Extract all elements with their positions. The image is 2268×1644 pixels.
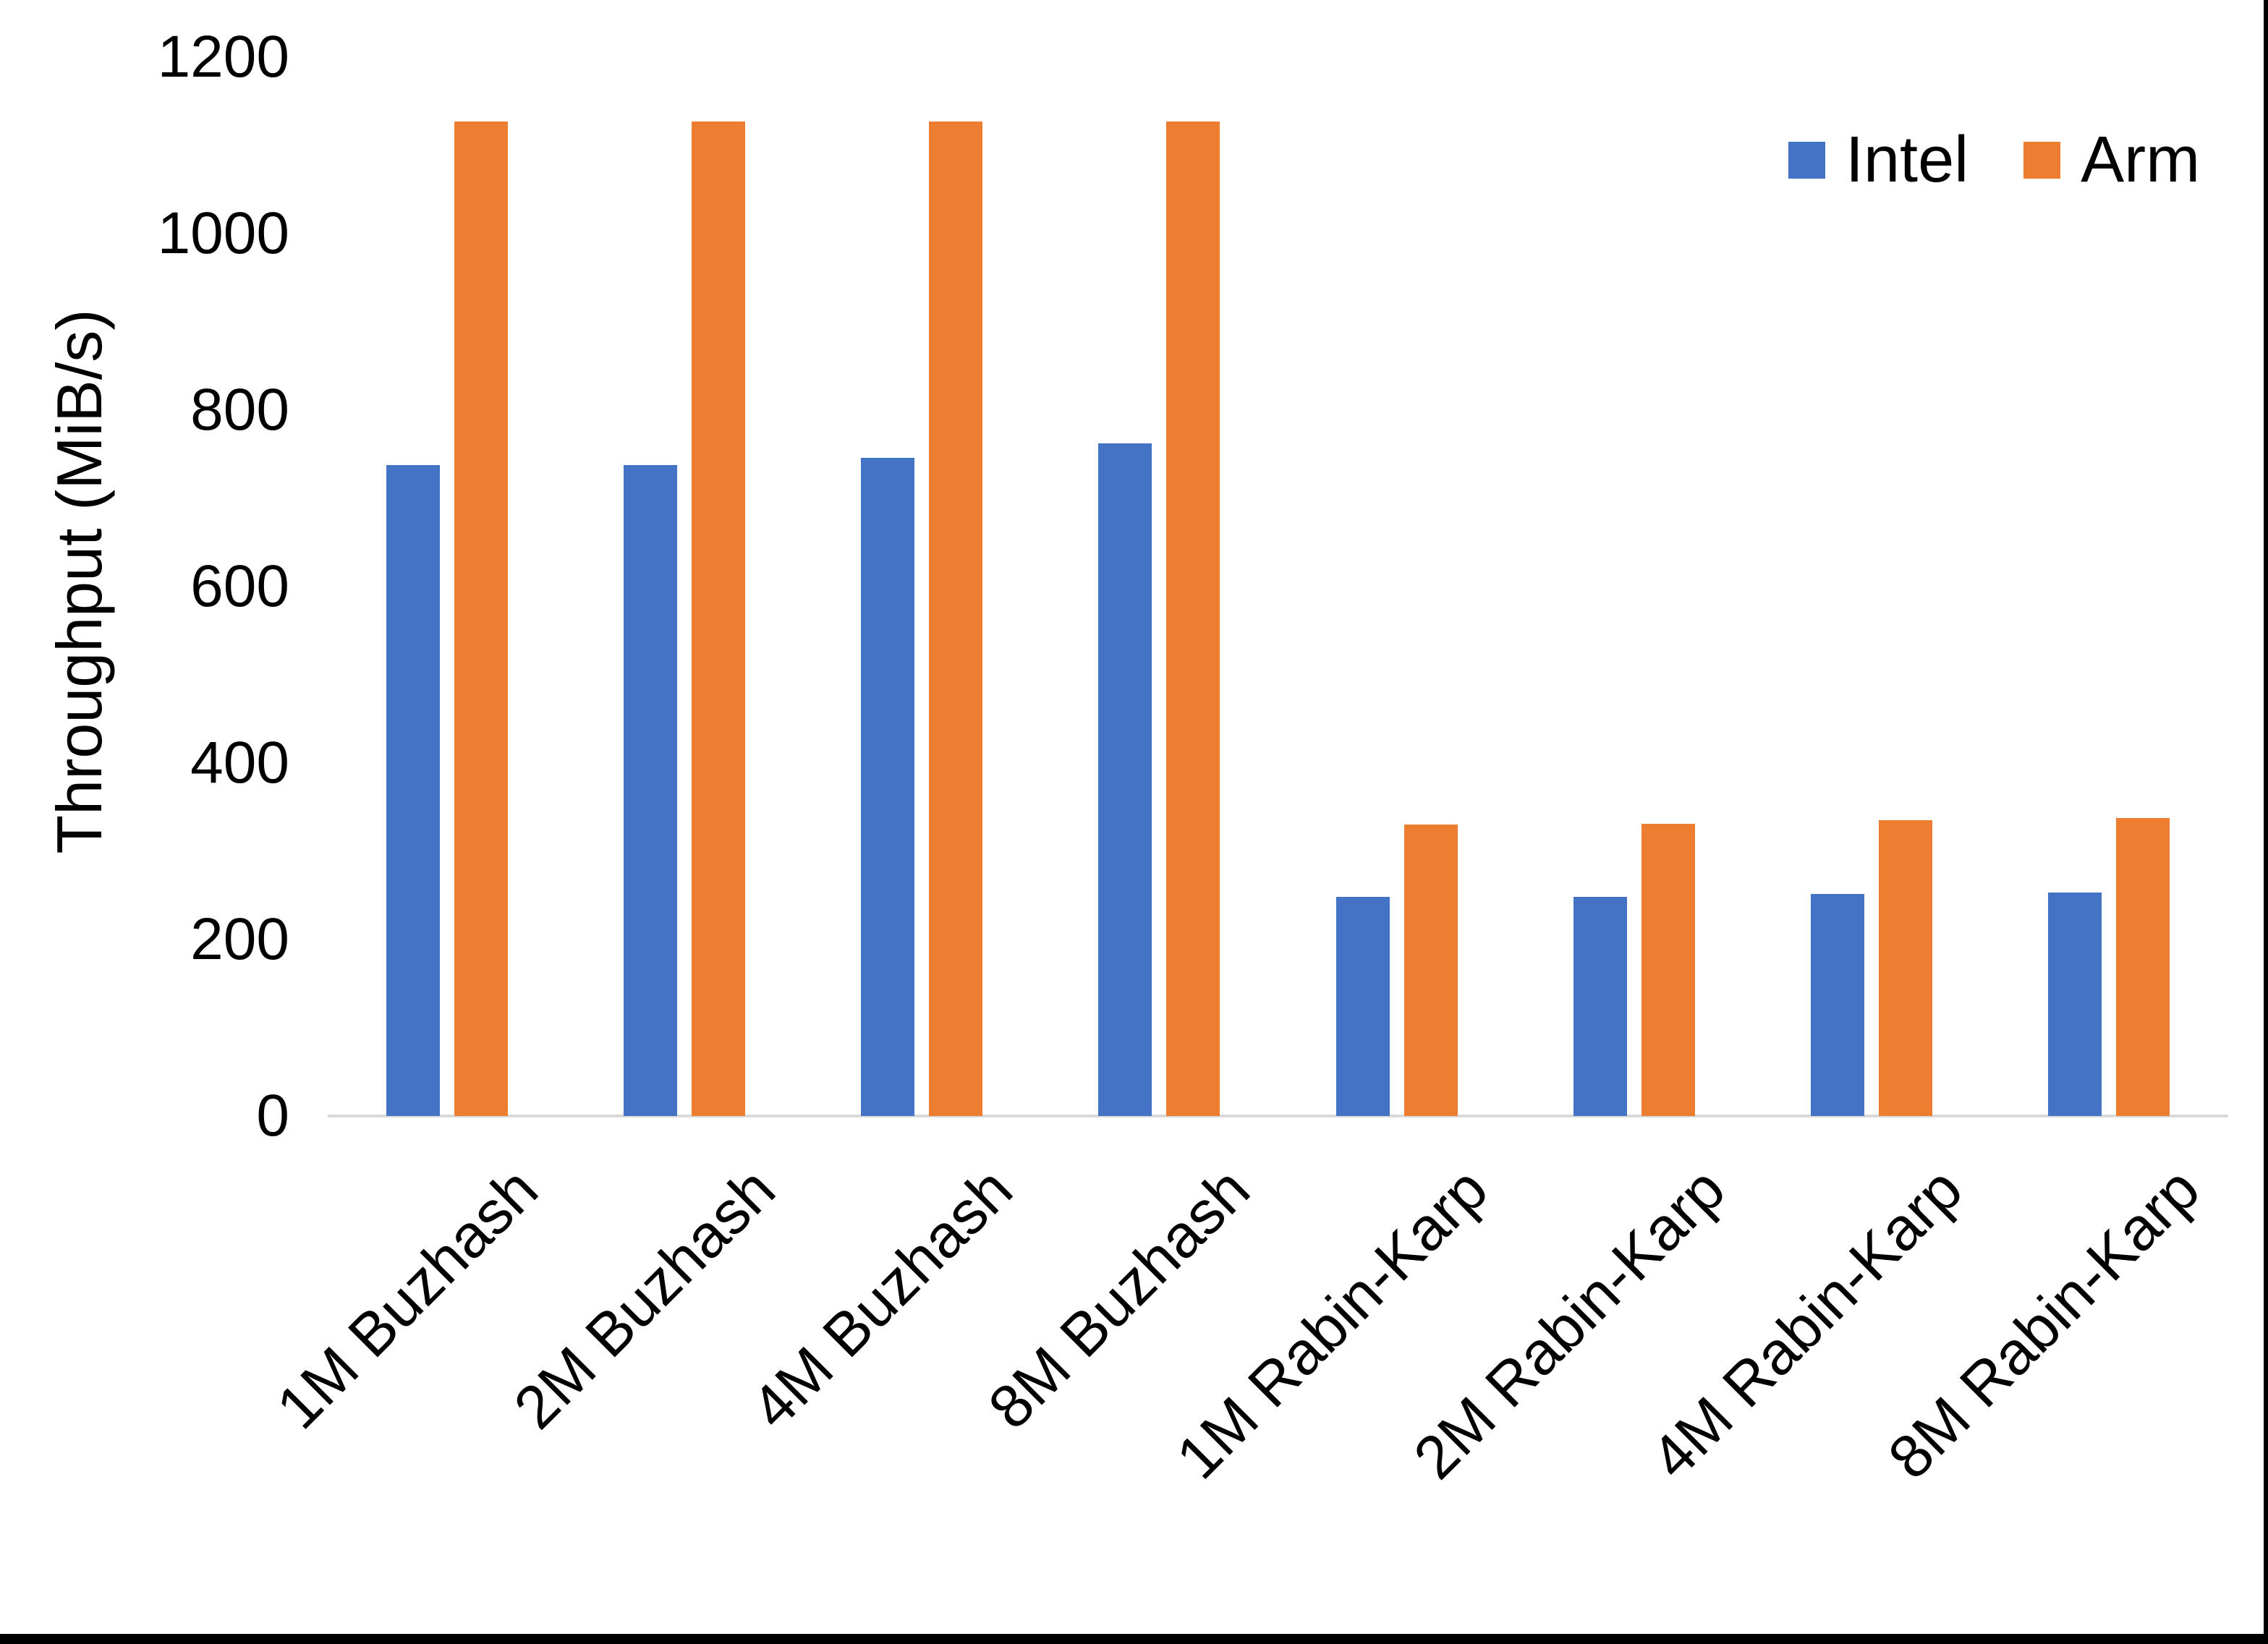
bar-arm-8m-buzhash — [1166, 122, 1220, 1116]
bar-arm-8m-rabin-karp — [2116, 817, 2170, 1116]
y-axis-tick-400: 400 — [190, 730, 289, 796]
legend: Intel Arm — [1788, 127, 2200, 192]
bar-arm-1m-rabin-karp — [1403, 825, 1458, 1116]
screenshot-bottom-border — [0, 1634, 2268, 1644]
bar-intel-4m-buzhash — [861, 457, 914, 1116]
bar-arm-1m-buzhash — [454, 122, 508, 1116]
bar-arm-4m-rabin-karp — [1879, 820, 1932, 1116]
bar-intel-4m-rabin-karp — [1811, 893, 1864, 1116]
bar-intel-2m-buzhash — [623, 464, 677, 1116]
bar-arm-2m-buzhash — [691, 122, 745, 1116]
bar-arm-2m-rabin-karp — [1641, 824, 1695, 1116]
bar-intel-1m-buzhash — [386, 464, 440, 1116]
legend-item-intel: Intel — [1788, 127, 1968, 192]
screenshot-right-border — [2264, 0, 2268, 1644]
bar-intel-1m-rabin-karp — [1335, 897, 1390, 1116]
bar-intel-8m-rabin-karp — [2048, 893, 2102, 1116]
y-axis-tick-1000: 1000 — [157, 200, 289, 266]
bar-intel-2m-rabin-karp — [1573, 897, 1627, 1116]
legend-swatch-arm — [2023, 141, 2061, 179]
legend-label-intel: Intel — [1846, 124, 1969, 196]
legend-label-arm: Arm — [2081, 124, 2201, 196]
y-axis-tick-1200: 1200 — [157, 24, 289, 90]
legend-swatch-intel — [1788, 141, 1825, 179]
y-axis-tick-800: 800 — [190, 377, 289, 443]
bar-intel-8m-buzhash — [1098, 443, 1152, 1116]
y-axis-tick-600: 600 — [190, 553, 289, 619]
y-axis-tick-0: 0 — [256, 1083, 289, 1149]
y-axis-tick-200: 200 — [190, 906, 289, 972]
bar-arm-4m-buzhash — [929, 122, 982, 1116]
x-axis-line — [328, 1115, 2228, 1117]
legend-item-arm: Arm — [2023, 127, 2200, 192]
